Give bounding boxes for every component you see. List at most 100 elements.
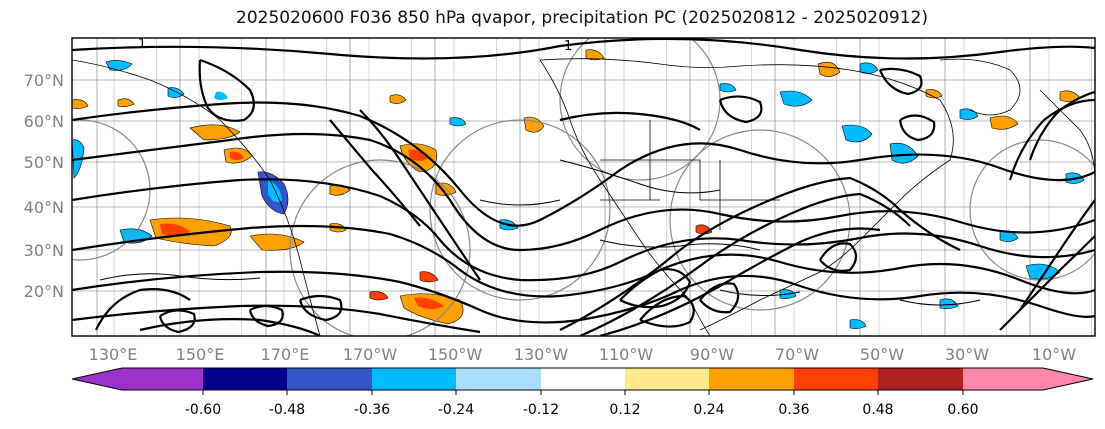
colorbar-tick-label: -0.36 bbox=[354, 402, 390, 418]
shade-region bbox=[889, 142, 919, 164]
colorbar-tick-label: 0.36 bbox=[778, 402, 809, 418]
longitude-label: 50°W bbox=[860, 345, 904, 364]
shade-region bbox=[117, 98, 135, 107]
longitude-label: 150°W bbox=[428, 345, 483, 364]
contour-line bbox=[999, 235, 1095, 331]
colorbar-tick-label: -0.60 bbox=[185, 402, 221, 418]
latitude-label: 40°N bbox=[24, 198, 64, 217]
map-panel bbox=[72, 38, 1095, 336]
contour-line bbox=[72, 270, 1095, 324]
coastline-north-america bbox=[539, 58, 954, 331]
contour-line bbox=[559, 111, 701, 131]
shade-region bbox=[419, 271, 439, 283]
latitude-label: 20°N bbox=[24, 282, 64, 301]
thin-contour bbox=[99, 273, 261, 281]
contour-line bbox=[819, 242, 858, 272]
thin-contour bbox=[479, 199, 561, 206]
shade-region bbox=[408, 149, 428, 161]
longitude-label: 10°W bbox=[1032, 345, 1076, 364]
colorbar-segment bbox=[287, 368, 372, 390]
latitude-label: 50°N bbox=[24, 153, 64, 172]
shade-region bbox=[1025, 263, 1061, 280]
colorbar-tick-label: 0.48 bbox=[862, 402, 893, 418]
figure-title: 2025020600 F036 850 hPa qvapor, precipit… bbox=[236, 8, 928, 28]
contour-line bbox=[619, 268, 692, 309]
thin-contour bbox=[559, 159, 721, 194]
shade-region bbox=[719, 83, 737, 93]
shade-region bbox=[859, 62, 879, 74]
contour-line bbox=[198, 58, 255, 122]
contour-line bbox=[1008, 98, 1095, 181]
colorbar-outline bbox=[71, 367, 1094, 391]
shade-region bbox=[585, 49, 605, 61]
latitude-labels: 70°N 60°N 50°N 40°N 30°N 20°N bbox=[24, 71, 64, 301]
shade-region bbox=[449, 117, 467, 127]
contour-line bbox=[248, 304, 284, 328]
longitude-label: 150°E bbox=[176, 345, 225, 364]
contour-line bbox=[72, 132, 1095, 252]
coastline-europe bbox=[1039, 89, 1095, 181]
contour-line bbox=[579, 192, 911, 336]
thin-contours bbox=[99, 159, 981, 306]
shade-region bbox=[389, 94, 407, 104]
projection-ring bbox=[429, 119, 611, 301]
longitude-label: 90°W bbox=[690, 345, 734, 364]
contour-line bbox=[95, 288, 191, 331]
shade-region bbox=[414, 297, 444, 309]
latitude-label: 30°N bbox=[24, 241, 64, 260]
coastline-asia bbox=[72, 59, 321, 336]
shade-region bbox=[160, 223, 190, 236]
colorbar-segment bbox=[456, 368, 541, 390]
colorbar-tick-label: -0.24 bbox=[438, 402, 474, 418]
contour-line bbox=[599, 227, 881, 336]
latitude-label: 70°N bbox=[24, 71, 64, 90]
contour-line bbox=[699, 282, 740, 314]
colorbar-tick-label: 0.12 bbox=[609, 402, 640, 418]
colorbar-tick-label: 0.60 bbox=[947, 402, 978, 418]
thin-contour bbox=[719, 289, 801, 297]
state-borders bbox=[600, 120, 780, 230]
colorbar-tick-label: -0.12 bbox=[523, 402, 559, 418]
contour-line bbox=[298, 294, 343, 322]
contour-line bbox=[878, 67, 923, 96]
longitude-label: 30°W bbox=[945, 345, 989, 364]
contour-line bbox=[329, 119, 421, 227]
shade-region bbox=[925, 89, 943, 99]
longitude-label: 130°E bbox=[89, 345, 138, 364]
colorbar-segment bbox=[122, 368, 203, 390]
shade-region bbox=[989, 115, 1019, 130]
contour-line bbox=[898, 114, 936, 142]
colorbar-segment bbox=[709, 368, 794, 390]
contour-line bbox=[72, 38, 1095, 60]
shade-region bbox=[817, 61, 841, 77]
contour-line bbox=[639, 294, 695, 328]
longitude-label: 110°W bbox=[599, 345, 654, 364]
shade-region bbox=[369, 291, 389, 301]
contour-line bbox=[72, 101, 1095, 227]
projection-ring bbox=[289, 159, 471, 336]
contour-line bbox=[359, 109, 481, 281]
thin-contour bbox=[899, 299, 981, 306]
shade-region bbox=[779, 90, 813, 107]
contours bbox=[72, 38, 1095, 336]
coastline-greenland bbox=[939, 58, 1021, 116]
contour-line bbox=[158, 309, 196, 334]
latitude-label: 60°N bbox=[24, 112, 64, 131]
colorbar-segment bbox=[878, 368, 963, 390]
shade-region bbox=[841, 124, 873, 143]
colorbar-segment bbox=[203, 368, 287, 390]
colorbar-tick-label: -0.48 bbox=[269, 402, 305, 418]
longitude-label: 130°W bbox=[514, 345, 569, 364]
contour-label: 1 bbox=[564, 39, 572, 54]
map-content bbox=[72, 38, 1095, 336]
colorbar-segment bbox=[963, 368, 1043, 390]
map-border bbox=[71, 37, 1096, 337]
colorbar-segment bbox=[372, 368, 456, 390]
longitude-labels: 130°E 150°E 170°E 170°W 150°W 130°W 110°W 90°W 7… bbox=[89, 345, 1077, 364]
colorbar: -0.60 -0.48 -0.36 -0.24 -0.12 0.12 0.24 0.36 0.4… bbox=[71, 367, 1094, 418]
colorbar-segment bbox=[794, 368, 878, 390]
shade-region bbox=[189, 124, 241, 141]
colorbar-tick-label: 0.24 bbox=[693, 402, 724, 418]
